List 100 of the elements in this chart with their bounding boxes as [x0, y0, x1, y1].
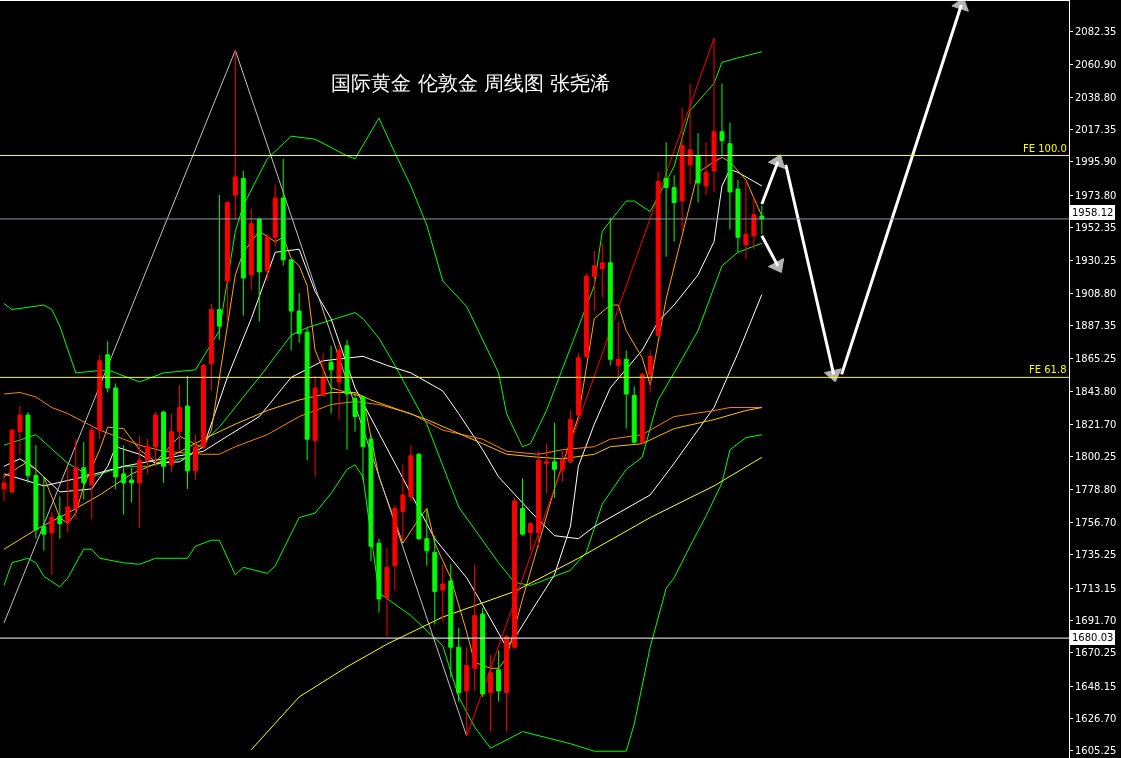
y-tick-label: 1735.25 — [1075, 549, 1117, 561]
y-tick-label: 2038.80 — [1075, 91, 1117, 103]
candlestick — [384, 547, 390, 638]
candlestick — [320, 352, 326, 396]
candlestick — [647, 349, 653, 393]
candlestick — [655, 171, 661, 338]
candlestick — [145, 438, 151, 475]
candlestick — [352, 391, 358, 433]
y-tick-label: 2060.90 — [1075, 58, 1117, 70]
candlestick — [631, 385, 637, 445]
y-tick-label: 1995.90 — [1075, 156, 1117, 168]
candlestick — [33, 444, 39, 540]
candlestick — [392, 505, 398, 591]
candlestick — [544, 443, 549, 494]
candlestick — [224, 200, 230, 321]
candlestick — [536, 450, 541, 549]
candlestick — [121, 444, 127, 516]
candlestick — [97, 354, 103, 440]
y-tick-label: 1800.25 — [1075, 451, 1117, 463]
candlestick — [129, 467, 135, 503]
candlestick — [200, 363, 206, 449]
line-series — [3, 391, 763, 550]
candlestick — [272, 183, 278, 247]
candlestick — [232, 49, 238, 220]
candlestick — [623, 349, 629, 430]
candlestick — [264, 233, 270, 282]
y-tick-label: 1821.70 — [1075, 419, 1117, 431]
y-tick-label: 1952.35 — [1075, 222, 1117, 234]
candlestick — [448, 563, 454, 678]
y-tick-label: 1670.25 — [1075, 647, 1117, 659]
y-tick-label: 2082.35 — [1075, 26, 1117, 38]
candlestick — [456, 627, 462, 702]
candlestick — [599, 242, 605, 298]
candlestick — [25, 411, 31, 484]
candlestick — [520, 477, 525, 537]
candlestick — [137, 435, 143, 529]
y-tick-label: 1843.80 — [1075, 385, 1117, 397]
candlestick — [480, 607, 486, 698]
candlestick — [113, 382, 119, 490]
candlestick — [416, 452, 422, 541]
y-tick-label: 1605.25 — [1075, 745, 1117, 757]
y-tick-label: 1648.15 — [1075, 680, 1117, 692]
candlestick — [376, 538, 382, 614]
candlestick — [559, 450, 565, 482]
candlestick — [216, 194, 222, 341]
candlestick — [663, 141, 669, 258]
candlestick — [424, 508, 430, 567]
candlestick — [432, 535, 438, 626]
candlestick — [575, 352, 581, 418]
candlestick — [400, 464, 406, 541]
candlestick — [551, 422, 557, 499]
y-tick-label: 1865.25 — [1075, 353, 1117, 365]
candlestick — [105, 340, 111, 393]
candlestick — [512, 497, 518, 650]
candlestick — [240, 170, 246, 317]
candlestick — [607, 217, 613, 366]
candlestick — [679, 107, 685, 232]
candlestick — [89, 426, 95, 520]
text: 国际黄金 伦敦金 周线图 张尧浠 — [331, 71, 611, 96]
candlestick — [440, 563, 446, 623]
candlestick — [567, 410, 573, 464]
candlestick — [528, 521, 533, 552]
candlestick — [504, 634, 510, 733]
y-tick-label: 1756.70 — [1075, 517, 1117, 529]
candlestick — [695, 132, 701, 204]
candlestick — [344, 339, 350, 451]
candlestick — [248, 208, 254, 291]
candlestick — [472, 563, 478, 692]
candlestick — [312, 375, 318, 478]
candlestick — [751, 196, 757, 250]
y-tick-label: 1887.35 — [1075, 320, 1117, 332]
candlestick — [304, 327, 310, 461]
candlestick — [591, 250, 597, 312]
candlestick — [336, 343, 342, 421]
y-tick-label: 1778.80 — [1075, 483, 1117, 495]
candlestick — [727, 122, 733, 231]
candlestick — [408, 444, 414, 502]
candlestick — [719, 82, 725, 157]
ref-line-label: 1680.03 — [1072, 632, 1114, 643]
y-tick-label: 1908.80 — [1075, 287, 1117, 299]
candlestick — [639, 372, 645, 445]
candlestick — [193, 434, 198, 481]
candlestick — [9, 428, 15, 494]
candlestick — [49, 511, 55, 576]
candlestick — [1, 473, 7, 502]
line-series — [3, 51, 763, 448]
y-tick-label: 2017.35 — [1075, 124, 1117, 136]
line-series — [250, 456, 763, 751]
candlestick — [296, 292, 302, 344]
candlestick — [169, 413, 174, 473]
candlestick — [73, 438, 79, 520]
candlestick — [185, 375, 190, 490]
candlestick — [280, 158, 286, 267]
ref-line-label: 1958.12 — [1072, 207, 1114, 218]
y-tick-label: 1973.80 — [1075, 189, 1117, 201]
candlestick — [488, 654, 494, 733]
candlestick — [615, 321, 621, 378]
candlestick — [81, 441, 87, 500]
candlestick — [17, 405, 23, 455]
candlestick — [687, 82, 693, 185]
